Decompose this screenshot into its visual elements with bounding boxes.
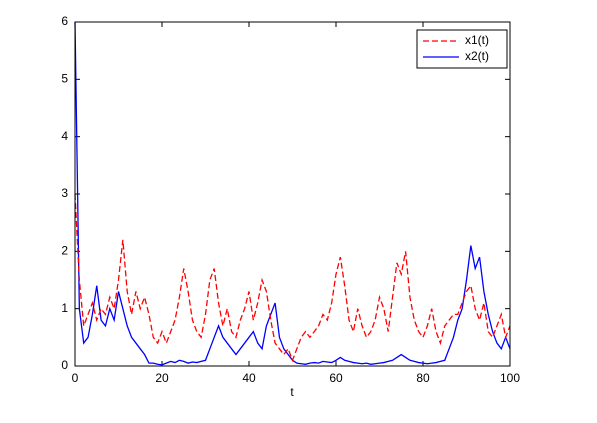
y-tick-label: 2 — [61, 244, 68, 258]
legend-label: x1(t) — [465, 33, 489, 47]
x-tick-label: 0 — [72, 371, 79, 385]
y-tick-label: 6 — [61, 14, 68, 28]
y-tick-label: 0 — [61, 358, 68, 372]
x-tick-label: 100 — [500, 371, 520, 385]
x-tick-label: 60 — [329, 371, 343, 385]
x-tick-label: 20 — [155, 371, 169, 385]
legend-box — [416, 29, 508, 69]
x-axis-label: t — [290, 385, 294, 399]
y-tick-label: 1 — [61, 301, 68, 315]
x-tick-label: 80 — [416, 371, 430, 385]
series-line — [74, 193, 511, 363]
x-tick-label: 40 — [242, 371, 256, 385]
y-tick-label: 3 — [61, 186, 68, 200]
plot-area — [75, 22, 510, 366]
legend-label: x2(t) — [465, 49, 489, 63]
y-tick-label: 4 — [61, 129, 68, 143]
y-tick-label: 5 — [61, 72, 68, 86]
axes-box — [74, 21, 511, 367]
